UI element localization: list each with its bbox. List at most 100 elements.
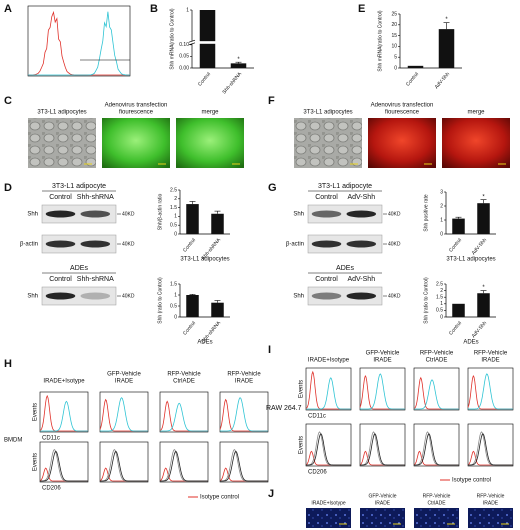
histogram-frame [39, 441, 89, 483]
y-tick-label: 2 [440, 203, 443, 209]
histogram-frame [39, 391, 89, 433]
histogram-frame [413, 423, 460, 467]
category-label: Control [182, 320, 197, 336]
lane-label: Shh-shRNA [77, 194, 114, 201]
y-tick-label: 5 [394, 55, 397, 61]
bar [438, 29, 455, 68]
blot-membrane [41, 286, 117, 306]
y-tick-label: 15 [391, 33, 397, 39]
micrograph [368, 118, 436, 168]
marker-label: CD11c [308, 414, 326, 420]
y-tick-label: 0 [174, 314, 177, 320]
image-caption: merge [201, 110, 219, 116]
panel-letter: E [358, 3, 365, 15]
significance: * [482, 285, 485, 291]
size-label: 40KD [122, 293, 135, 299]
column-header: RFP-Vehicle [474, 351, 508, 357]
y-tick-label: 1 [174, 214, 177, 220]
column-header: GFP-Vehicle [366, 351, 400, 357]
panel-letter: D [4, 182, 12, 194]
y-axis-label: Shh mRNA(ratio to Control) [377, 10, 383, 71]
category-label: Control [448, 237, 463, 253]
blot-band [311, 210, 342, 218]
column-header: IRADE [115, 379, 133, 385]
histogram-curve [414, 433, 459, 466]
panel-letter: H [4, 358, 12, 370]
column-header: GFP-Vehicle [368, 493, 396, 499]
blot-membrane [307, 234, 383, 254]
category-label: Control [182, 237, 197, 253]
blot-membrane [307, 286, 383, 306]
row-label: Shh [27, 294, 38, 300]
y-tick-label: 1.5 [170, 205, 177, 211]
row-label: Shh [293, 212, 304, 218]
column-header: IRADE [235, 379, 253, 385]
y-tick-label: 10 [391, 44, 397, 50]
histogram-curve [306, 377, 351, 410]
y-tick-label: 0.10 [179, 42, 189, 48]
histogram-frame [305, 367, 352, 411]
bar [407, 65, 424, 68]
row-label: Shh [293, 294, 304, 300]
blot-band [80, 210, 111, 218]
histogram-curve [468, 373, 513, 410]
histogram-curve [306, 433, 351, 466]
column-header: IRADE+Isotype [308, 358, 350, 364]
category-label: AdV-Shh [434, 71, 451, 90]
micrograph [176, 118, 244, 168]
image-caption: 3T3-L1 adipocytes [37, 110, 86, 116]
x-axis-label: ADEs [463, 340, 478, 346]
blot-band [45, 240, 76, 248]
column-header: IRADE [483, 500, 499, 506]
histogram-curve [468, 433, 513, 466]
y-tick-label: 0 [440, 314, 443, 320]
axis-break-mark [188, 39, 196, 43]
y-axis-label: Events [299, 380, 305, 398]
histogram-curve [220, 397, 268, 432]
size-label: 40KD [388, 293, 401, 299]
histogram-curve [360, 433, 405, 466]
y-tick-label: 2 [440, 288, 443, 294]
panel-letter: G [268, 182, 277, 194]
bar [477, 203, 490, 234]
image-caption: merge [467, 110, 485, 116]
histogram-curve [40, 400, 88, 432]
column-header: IRADE+Isotype [43, 379, 85, 385]
column-header: CtrlADE [173, 379, 195, 385]
blot-band [346, 292, 377, 300]
blot-band [45, 210, 76, 218]
image-caption: Adenovirus transfection [371, 103, 434, 109]
histogram-curve [160, 450, 208, 482]
blot-band [311, 292, 342, 300]
legend-label: Isotype control [200, 495, 239, 501]
y-tick-label: 2.5 [170, 187, 177, 193]
histogram-curve [28, 11, 130, 76]
histogram-frame [159, 391, 209, 433]
significance: * [237, 57, 240, 63]
panel-letter: F [268, 95, 275, 107]
micrograph [28, 118, 96, 168]
micrograph [294, 118, 362, 168]
significance: * [445, 17, 448, 23]
histogram-curve [100, 397, 148, 432]
histogram-curve [40, 450, 88, 482]
y-tick-label: 1 [440, 217, 443, 223]
y-axis-label: Shh (ratio to Control) [423, 277, 429, 324]
y-tick-label: 0.5 [436, 308, 443, 314]
column-header: RFP-Vehicle [167, 372, 201, 378]
micrograph [442, 118, 510, 168]
lane-label: Control [49, 194, 72, 201]
histogram-frame [99, 391, 149, 433]
micrograph [468, 508, 513, 528]
y-tick-label: 0 [440, 231, 443, 237]
histogram-frame [305, 423, 352, 467]
bar [452, 218, 465, 234]
marker-label: CD11c [42, 436, 60, 442]
y-tick-label: 0.5 [170, 303, 177, 309]
size-label: 40KD [388, 241, 401, 247]
bar [452, 303, 465, 317]
column-header: IRADE [373, 358, 391, 364]
y-tick-label: 0.00 [179, 65, 189, 71]
column-header: CtrlADE [427, 500, 446, 506]
histogram-frame [99, 441, 149, 483]
